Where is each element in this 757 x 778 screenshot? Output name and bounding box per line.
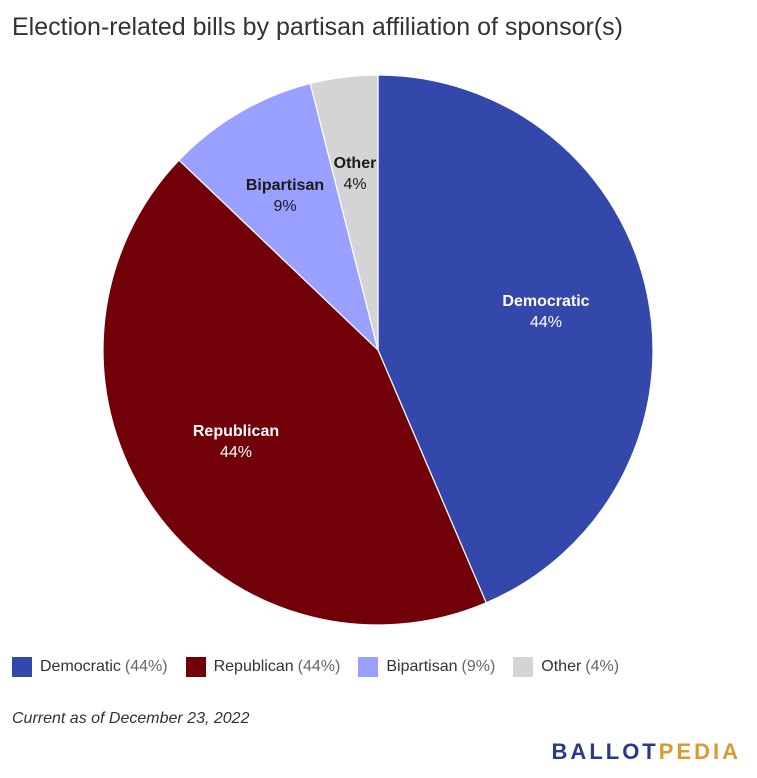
slice-name-label: Other: [334, 155, 377, 172]
slice-name-label: Democratic: [502, 293, 589, 310]
slice-value-label: 44%: [220, 444, 252, 461]
pie-slice-republican: [102, 159, 487, 626]
logo-part-1: BALLOT: [551, 739, 659, 764]
logo-part-2: PEDIA: [658, 739, 741, 764]
legend-value: (4%): [585, 658, 620, 675]
pie-slices: [102, 74, 654, 626]
pie-slice-bipartisan: [178, 82, 380, 352]
legend-item-republican: Republican (44%): [185, 657, 341, 677]
pie-slice-other: [309, 74, 379, 351]
slice-value-label: 9%: [273, 198, 296, 215]
chart-legend: Democratic (44%) Republican (44%) Bipartisan…: [12, 657, 637, 677]
legend-value: (44%): [124, 658, 168, 675]
slice-labels: Democratic 44% Republican 44% Bipartisan 9% Ot…: [193, 155, 590, 461]
legend-value: (44%): [297, 658, 341, 675]
legend-item-bipartisan: Bipartisan (9%): [358, 657, 495, 677]
slice-value-label: 44%: [530, 314, 562, 331]
date-note: Current as of December 23, 2022: [12, 710, 250, 727]
legend-swatch: [12, 657, 32, 677]
legend-swatch: [513, 657, 534, 677]
legend-swatch: [358, 657, 379, 677]
slice-name-label: Bipartisan: [246, 177, 324, 194]
pie-chart: Democratic 44% Republican 44% Bipartisan 9% Ot…: [102, 74, 654, 626]
legend-swatch: [185, 657, 206, 677]
ballotpedia-logo: BALLOTPEDIA: [552, 739, 741, 765]
legend-label: Other: [541, 658, 582, 675]
chart-title: Election-related bills by partisan affil…: [12, 13, 623, 41]
legend-item-democratic: Democratic (44%): [12, 657, 168, 677]
legend-label: Bipartisan: [386, 658, 458, 675]
slice-value-label: 4%: [343, 176, 366, 193]
legend-label: Republican: [213, 658, 294, 675]
legend-item-other: Other (4%): [513, 657, 619, 677]
legend-value: (9%): [461, 658, 496, 675]
pie-slice-democratic: [377, 74, 654, 604]
legend-label: Democratic: [40, 658, 121, 675]
slice-name-label: Republican: [193, 423, 279, 440]
